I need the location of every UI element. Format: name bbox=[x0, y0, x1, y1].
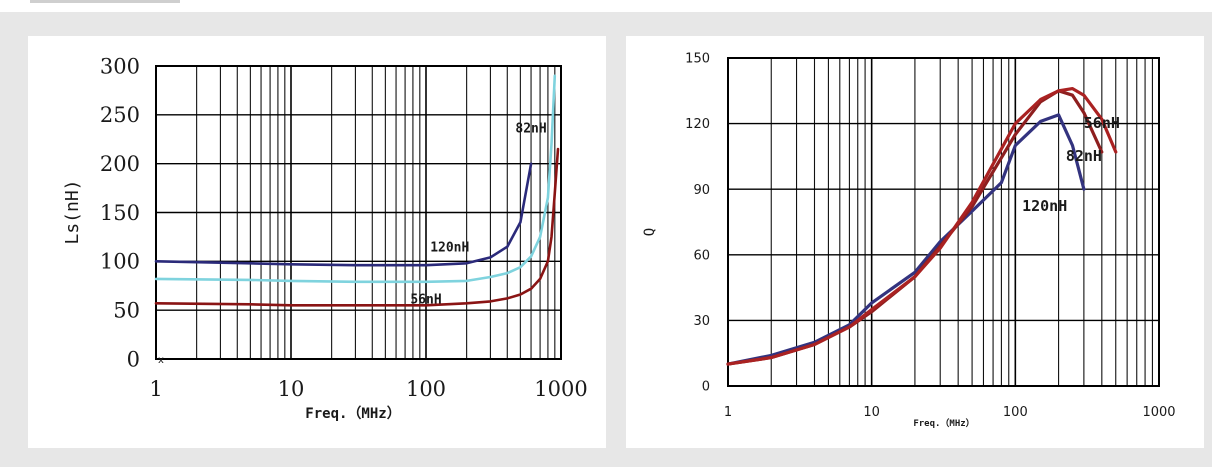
x-tick-label: 100 bbox=[1003, 405, 1028, 420]
y-tick-label: 30 bbox=[693, 314, 710, 329]
x-axis-label: Freq.（MHz） bbox=[913, 418, 974, 429]
x-tick-label: 10 bbox=[863, 405, 880, 420]
series-label: 120nH bbox=[1022, 197, 1067, 215]
x-axis-label: Freq.（MHz） bbox=[305, 406, 400, 422]
y-tick-label: 0 bbox=[127, 347, 140, 371]
plot-frame bbox=[727, 57, 1160, 387]
x-tick-label: 1000 bbox=[534, 377, 587, 401]
x-tick-label: 1 bbox=[724, 405, 732, 420]
ls-chart-panel: 0 50 100 150 200 250 300 1 10 100 1000 Freq.（MHz） Ls… bbox=[28, 36, 606, 448]
y-tick-label: 250 bbox=[100, 103, 140, 127]
y-axis-label: Ls(nH) bbox=[62, 179, 83, 244]
plot-frame bbox=[155, 65, 562, 360]
series-label: 82nH bbox=[515, 121, 546, 136]
series-line-56nH bbox=[154, 147, 560, 307]
top-strip bbox=[0, 0, 1212, 12]
y-tick-label: 120 bbox=[685, 117, 710, 132]
series-line-120nH bbox=[726, 113, 1086, 366]
x-tick-label: 1000 bbox=[1142, 405, 1175, 420]
series-line-56nH bbox=[726, 86, 1118, 366]
series-line-120nH bbox=[154, 162, 533, 267]
series-label: 56nH bbox=[1084, 114, 1120, 132]
series-label: 120nH bbox=[430, 241, 469, 256]
y-tick-label: 200 bbox=[100, 152, 140, 176]
y-tick-label: 150 bbox=[685, 52, 710, 67]
y-tick-label: 300 bbox=[100, 54, 140, 78]
y-tick-label: 90 bbox=[693, 183, 710, 198]
y-tick-label: 0 bbox=[702, 380, 710, 395]
q-frequency-chart: 0 30 60 90 120 150 1 10 100 1000 Freq.（MHz） Q 120nH 8… bbox=[642, 52, 1176, 429]
ls-frequency-chart: 0 50 100 150 200 250 300 1 10 100 1000 Freq.（MHz） Ls… bbox=[62, 54, 588, 422]
q-chart-panel: 0 30 60 90 120 150 1 10 100 1000 Freq.（MHz） Q 120nH 8… bbox=[626, 36, 1204, 448]
series-label: 82nH bbox=[1066, 147, 1102, 165]
y-tick-label: 50 bbox=[113, 299, 140, 323]
series-label: 56nH bbox=[410, 292, 441, 307]
x-tick-label: 10 bbox=[278, 377, 305, 401]
x-tick-label: 1 bbox=[149, 377, 162, 401]
y-tick-label: 100 bbox=[100, 250, 140, 274]
y-tick-label: 60 bbox=[693, 248, 710, 263]
y-tick-label: 150 bbox=[100, 201, 140, 225]
heading-fragment bbox=[30, 0, 180, 3]
series-line-82nH bbox=[154, 74, 557, 284]
x-tick-label: 100 bbox=[406, 377, 446, 401]
y-axis-label: Q bbox=[642, 228, 658, 236]
origin-mark: x bbox=[158, 355, 164, 366]
